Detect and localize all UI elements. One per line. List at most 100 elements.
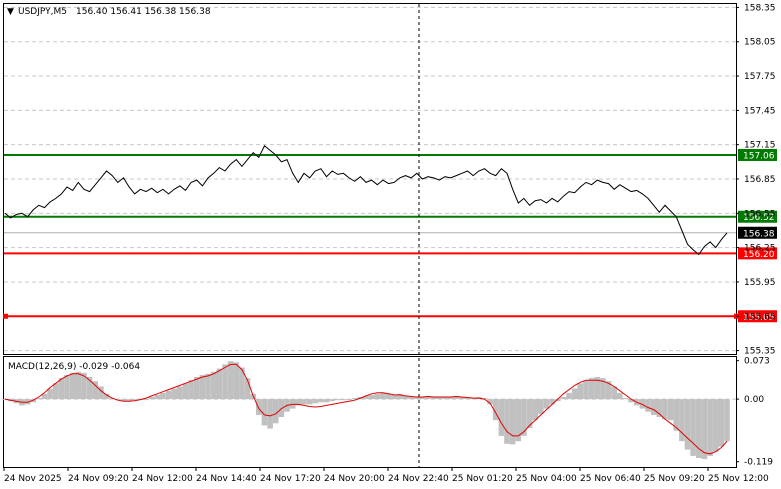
- macd-bar: [256, 399, 262, 415]
- macd-bar: [611, 386, 617, 400]
- macd-bar: [335, 399, 341, 401]
- macd-axis: 0.073 0.00 -0.119: [736, 357, 773, 468]
- macd-bar: [385, 393, 392, 400]
- macd-tick-label: 0.073: [744, 357, 770, 367]
- macd-bar: [459, 397, 465, 400]
- y-tick-label: 157.15: [744, 141, 776, 151]
- macd-bar: [109, 398, 115, 400]
- level-tag: [738, 310, 777, 323]
- macd-bar: [239, 367, 245, 400]
- macd-bar: [639, 399, 646, 409]
- macd-bar: [453, 395, 459, 400]
- macd-bar: [509, 399, 516, 445]
- time-axis: 24 Nov 2025 24 Nov 09:20 24 Nov 12:00 24 No…: [3, 467, 769, 484]
- macd-bar: [526, 399, 533, 428]
- macd-bar: [323, 399, 330, 403]
- macd-bar: [521, 399, 527, 436]
- collapse-arrow-icon[interactable]: ▼: [7, 7, 14, 17]
- macd-bar: [188, 380, 194, 400]
- y-tick-label: 155.65: [744, 312, 776, 322]
- x-tick-label: 24 Nov 14:40: [196, 474, 257, 484]
- macd-bar: [600, 378, 606, 400]
- macd-bar: [98, 386, 104, 400]
- macd-label: MACD(12,26,9) -0.029 -0.064: [8, 362, 140, 372]
- macd-bar: [346, 399, 352, 401]
- macd-bar: [92, 381, 98, 400]
- macd-bar: [295, 399, 302, 406]
- macd-bar: [645, 399, 651, 412]
- x-tick-label: 25 Nov 12:00: [708, 474, 769, 484]
- macd-bar: [64, 374, 70, 400]
- macd-bar: [272, 399, 279, 424]
- macd-bar: [52, 383, 59, 400]
- macd-bar: [374, 393, 381, 400]
- macd-bar: [560, 397, 567, 400]
- price-series: [4, 145, 728, 256]
- y-tick-label: 158.05: [744, 38, 776, 48]
- macd-bar: [577, 383, 584, 400]
- macd-bar: [244, 378, 251, 400]
- x-tick-label: 24 Nov 17:20: [260, 474, 321, 484]
- macd-bar: [318, 399, 324, 403]
- price-levels: 157.06 156.52 156.20 155.65 156.38: [3, 148, 777, 323]
- macd-bar: [504, 399, 510, 444]
- level-tag-label: 155.65: [743, 313, 775, 323]
- macd-bar: [430, 397, 437, 400]
- macd-bar: [673, 399, 679, 431]
- macd-signal-line: [4, 363, 728, 455]
- level-tag-label: 157.06: [743, 151, 775, 161]
- macd-bar: [69, 372, 76, 400]
- macd-bar: [543, 399, 550, 409]
- macd-bar: [340, 399, 347, 401]
- macd-bar: [227, 361, 234, 400]
- macd-bar: [724, 399, 730, 442]
- macd-bar: [555, 399, 561, 402]
- macd-bar: [351, 398, 358, 400]
- macd-bar: [425, 395, 431, 400]
- macd-bar: [679, 399, 685, 442]
- macd-bar: [171, 388, 177, 400]
- macd-bar: [492, 399, 499, 421]
- macd-bar: [413, 397, 420, 400]
- macd-bar: [622, 398, 629, 400]
- macd-bar: [103, 393, 110, 400]
- macd-bar: [86, 377, 93, 400]
- y-tick-label: 158.35: [744, 3, 776, 13]
- macd-bar: [210, 371, 217, 400]
- level-tag: [738, 210, 777, 223]
- macd-bar: [301, 399, 307, 405]
- price-axis: 158.35 158.05 157.75 157.45 157.15 156.85 156.…: [736, 3, 776, 357]
- macd-bar: [667, 399, 674, 421]
- macd-bar: [583, 380, 589, 400]
- macd-bar: [160, 392, 166, 400]
- macd-bar: [216, 368, 223, 400]
- x-tick-label: 25 Nov 06:40: [580, 474, 641, 484]
- price-line: [4, 145, 728, 256]
- macd-bar: [690, 399, 696, 456]
- macd-histogram: [2, 361, 730, 460]
- macd-bar: [718, 399, 725, 447]
- macd-bar: [120, 399, 127, 402]
- x-tick-label: 24 Nov 12:00: [132, 474, 193, 484]
- macd-bar: [628, 399, 634, 403]
- macd-bar: [696, 399, 702, 458]
- macd-bar: [684, 399, 691, 450]
- level-tag-label: 156.52: [743, 213, 775, 223]
- macd-bar: [368, 394, 375, 400]
- macd-bar: [408, 397, 414, 400]
- macd-bar: [487, 399, 493, 405]
- macd-bar: [267, 399, 273, 429]
- level-tag: [738, 148, 777, 161]
- macd-bar: [436, 397, 443, 400]
- x-tick-label: 25 Nov 01:20: [452, 474, 513, 484]
- macd-bar: [605, 381, 612, 400]
- y-tick-label: 155.35: [744, 347, 776, 357]
- macd-bar: [380, 392, 386, 400]
- macd-bar: [24, 399, 31, 405]
- macd-bar: [363, 395, 369, 400]
- symbol-label: USDJPY,M5: [18, 7, 67, 17]
- macd-bar: [154, 394, 161, 400]
- x-tick-label: 24 Nov 2025: [4, 474, 62, 484]
- macd-bar: [650, 399, 657, 415]
- y-tick-label: 156.55: [744, 209, 776, 219]
